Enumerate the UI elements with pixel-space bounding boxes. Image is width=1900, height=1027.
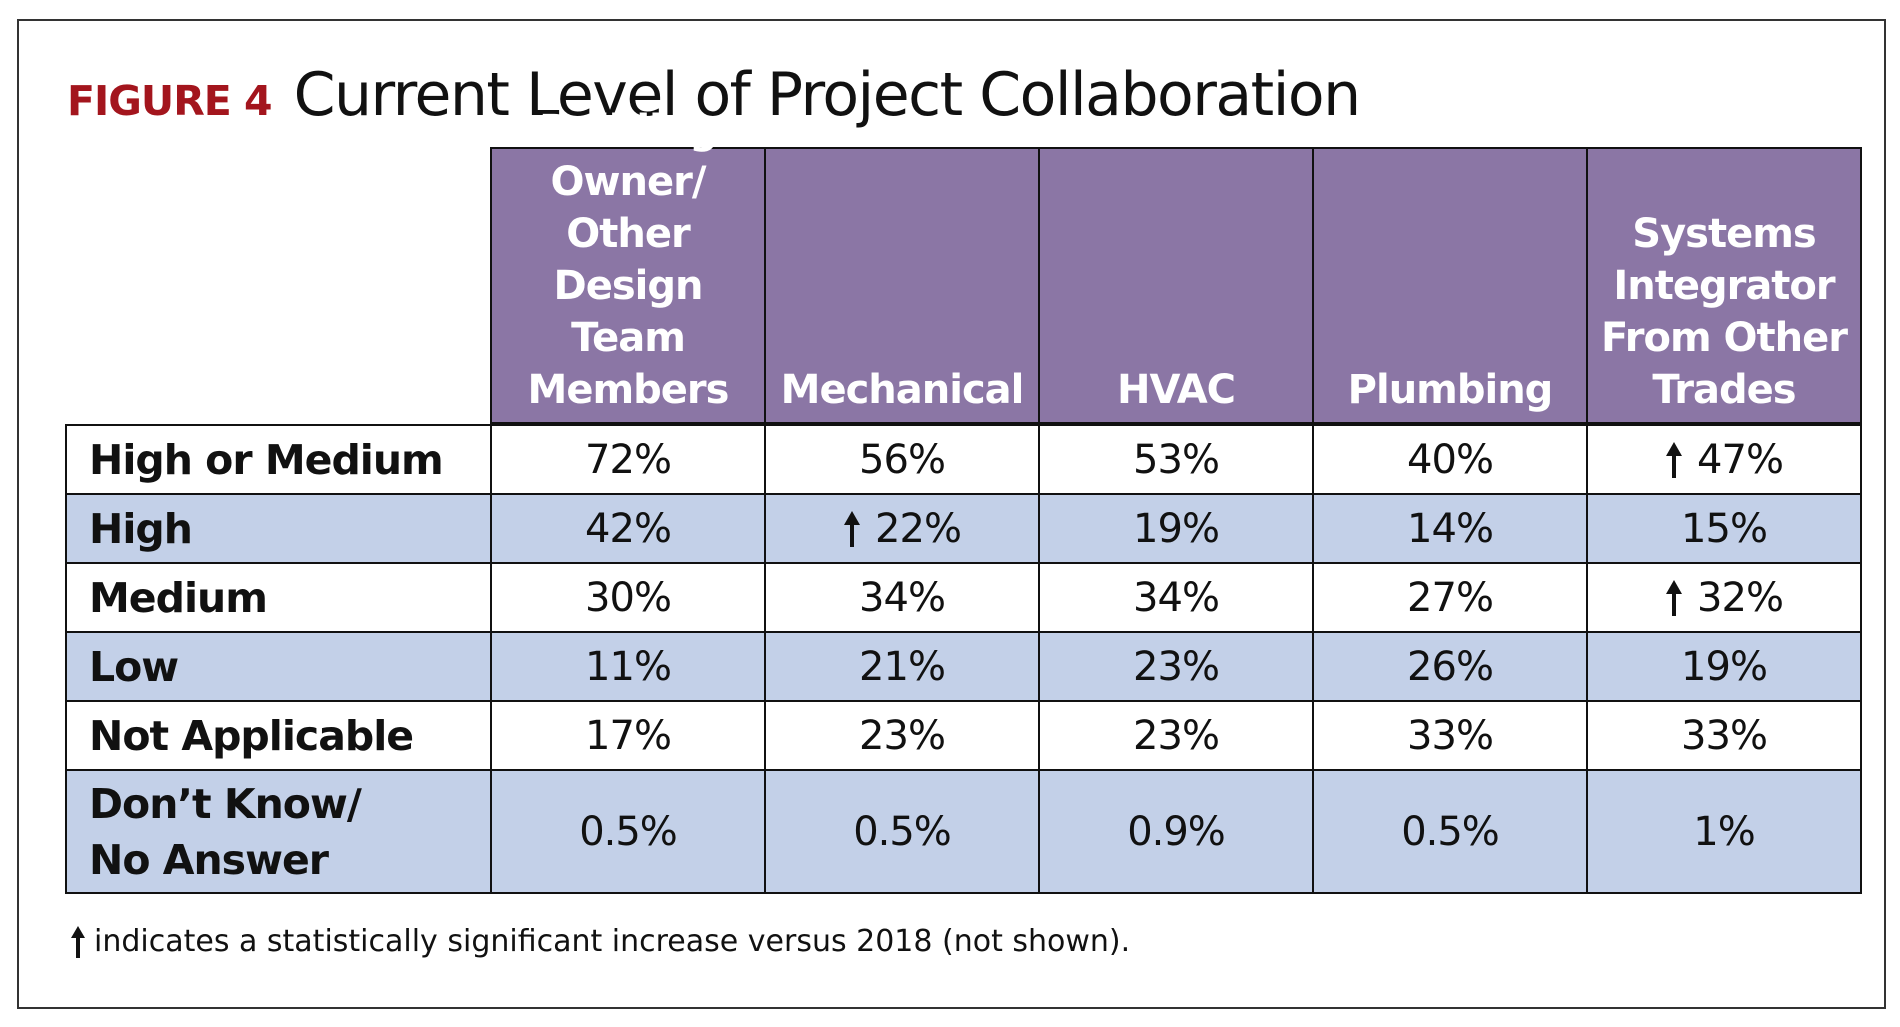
table-cell: 30% [490, 562, 766, 633]
up-arrow-icon [1666, 441, 1683, 478]
cell-value: 42% [585, 505, 672, 552]
table-cell: 0.9% [1038, 769, 1314, 894]
cell-value: 23% [1133, 712, 1220, 759]
cell-value: 0.5% [579, 808, 678, 855]
cell-value: 56% [859, 436, 946, 483]
column-header: Plumbing [1312, 147, 1588, 424]
figure-label: FIGURE 4 [67, 77, 273, 125]
cell-value: 19% [1133, 505, 1220, 552]
cell-value: 40% [1407, 436, 1494, 483]
footnote-text: indicates a statistically significant in… [94, 924, 1131, 959]
column-header-label: Mechanical [780, 367, 1025, 413]
figure-title: FIGURE 4 Current Level of Project Collab… [67, 60, 1362, 130]
column-header: Systems Integrator From Other Trades [1586, 147, 1862, 424]
table-row: High or Medium 72% 56% 53% 40% 47% [65, 424, 1862, 495]
table-cell: 72% [490, 424, 766, 495]
cell-value: 33% [1407, 712, 1494, 759]
cell-value: 26% [1407, 643, 1494, 690]
table-cell: 53% [1038, 424, 1314, 495]
table-row: Don’t Know/ No Answer 0.5% 0.5% 0.9% 0.5% 1% [65, 769, 1862, 894]
table-cell: 14% [1312, 493, 1588, 564]
column-header: Building Owner/ Other Design Team Member… [490, 107, 766, 424]
cell-value: 21% [859, 643, 946, 690]
row-label: High [65, 493, 492, 564]
chart-title: Current Level of Project Collaboration [293, 60, 1362, 130]
table-cell: 17% [490, 700, 766, 771]
table-cell: 34% [1038, 562, 1314, 633]
footnote: indicates a statistically significant in… [70, 924, 1130, 959]
row-label: High or Medium [65, 424, 492, 495]
table-cell: 26% [1312, 631, 1588, 702]
table-row: Medium 30% 34% 34% 27% 32% [65, 562, 1862, 633]
table-cell: 0.5% [1312, 769, 1588, 894]
row-label: Not Applicable [65, 700, 492, 771]
cell-value: 0.5% [1401, 808, 1500, 855]
up-arrow-icon [1666, 579, 1683, 616]
table-cell: 15% [1586, 493, 1862, 564]
table-cell: 23% [1038, 700, 1314, 771]
up-arrow-icon [844, 510, 861, 547]
cell-value: 11% [585, 643, 672, 690]
cell-value: 32% [1697, 574, 1784, 621]
table-cell: 0.5% [764, 769, 1040, 894]
row-label: Low [65, 631, 492, 702]
cell-value: 47% [1697, 436, 1784, 483]
cell-value: 22% [875, 505, 962, 552]
table-cell: 34% [764, 562, 1040, 633]
figure-frame [17, 19, 1886, 1009]
table-cell: 33% [1312, 700, 1588, 771]
table-cell: 11% [490, 631, 766, 702]
column-header-label: HVAC [1116, 367, 1236, 413]
cell-value: 14% [1407, 505, 1494, 552]
cell-value: 23% [1133, 643, 1220, 690]
cell-value: 34% [1133, 574, 1220, 621]
table-cell: 42% [490, 493, 766, 564]
table-cell: 19% [1038, 493, 1314, 564]
table-cell: 23% [764, 700, 1040, 771]
row-label: Medium [65, 562, 492, 633]
table-row: Low 11% 21% 23% 26% 19% [65, 631, 1862, 702]
column-header-label: Systems Integrator From Other Trades [1600, 211, 1848, 413]
cell-value: 17% [585, 712, 672, 759]
cell-value: 23% [859, 712, 946, 759]
table-cell: 19% [1586, 631, 1862, 702]
up-arrow-icon [71, 925, 85, 958]
cell-value: 53% [1133, 436, 1220, 483]
cell-value: 15% [1681, 505, 1768, 552]
table-row: High 42% 22% 19% 14% 15% [65, 493, 1862, 564]
cell-value: 0.5% [853, 808, 952, 855]
table-cell: 33% [1586, 700, 1862, 771]
table-cell: 0.5% [490, 769, 766, 894]
table-cell: 21% [764, 631, 1040, 702]
row-label: Don’t Know/ No Answer [65, 769, 492, 894]
table-cell: 22% [764, 493, 1040, 564]
column-header-label: Plumbing [1347, 367, 1554, 413]
table-cell: 23% [1038, 631, 1314, 702]
cell-value: 0.9% [1127, 808, 1226, 855]
column-header-label: Building Owner/ Other Design Team Member… [527, 107, 730, 413]
table-cell: 40% [1312, 424, 1588, 495]
table-cell: 32% [1586, 562, 1862, 633]
cell-value: 30% [585, 574, 672, 621]
cell-value: 34% [859, 574, 946, 621]
table-cell: 47% [1586, 424, 1862, 495]
table-row: Not Applicable 17% 23% 23% 33% 33% [65, 700, 1862, 771]
table-cell: 27% [1312, 562, 1588, 633]
cell-value: 27% [1407, 574, 1494, 621]
table-cell: 1% [1586, 769, 1862, 894]
column-header: Mechanical [764, 147, 1040, 424]
table-cell: 56% [764, 424, 1040, 495]
cell-value: 1% [1693, 808, 1755, 855]
cell-value: 33% [1681, 712, 1768, 759]
cell-value: 72% [585, 436, 672, 483]
column-header: HVAC [1038, 147, 1314, 424]
cell-value: 19% [1681, 643, 1768, 690]
